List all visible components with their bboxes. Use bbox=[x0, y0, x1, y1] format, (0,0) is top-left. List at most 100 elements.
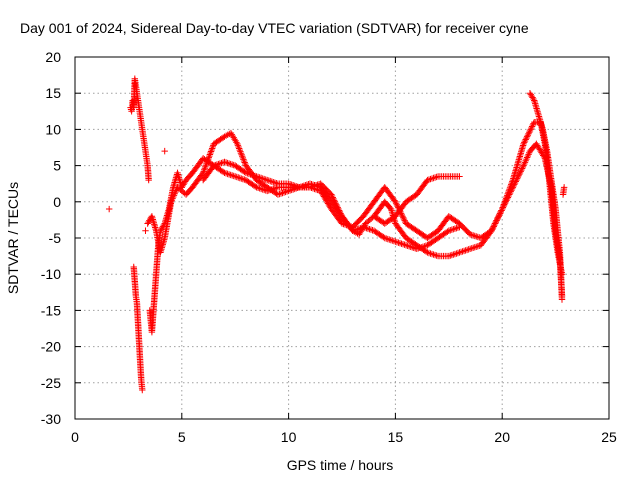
data-point bbox=[522, 136, 529, 143]
data-point bbox=[270, 178, 277, 186]
data-point bbox=[209, 143, 216, 151]
data-point bbox=[450, 251, 457, 258]
data-point bbox=[239, 153, 246, 160]
data-point bbox=[240, 156, 247, 163]
data-point bbox=[504, 192, 511, 199]
data-point bbox=[336, 208, 344, 216]
data-point bbox=[425, 249, 433, 257]
data-point bbox=[471, 244, 478, 251]
data-point bbox=[507, 181, 515, 188]
data-point bbox=[496, 210, 504, 217]
data-point bbox=[213, 161, 221, 168]
data-point bbox=[519, 163, 527, 171]
data-point bbox=[257, 174, 265, 182]
data-point bbox=[208, 145, 216, 152]
data-point bbox=[221, 133, 228, 140]
data-point bbox=[488, 227, 495, 234]
data-point bbox=[404, 242, 411, 249]
data-point bbox=[332, 200, 339, 207]
data-point bbox=[524, 131, 532, 139]
data-point bbox=[199, 169, 207, 177]
data-point bbox=[221, 169, 228, 177]
data-point bbox=[169, 195, 176, 202]
y-tick-label: -15 bbox=[41, 302, 61, 318]
data-point bbox=[206, 152, 213, 160]
data-point bbox=[205, 155, 212, 163]
data-point bbox=[283, 188, 291, 195]
data-point bbox=[427, 250, 434, 257]
data-point bbox=[207, 149, 214, 157]
data-point bbox=[396, 239, 404, 247]
data-point bbox=[239, 175, 247, 183]
data-point bbox=[502, 195, 510, 202]
data-point bbox=[215, 160, 222, 168]
data-point bbox=[399, 241, 407, 248]
data-point bbox=[428, 250, 436, 258]
data-point bbox=[500, 202, 507, 210]
data-point bbox=[427, 175, 434, 183]
data-point bbox=[286, 187, 294, 194]
data-point bbox=[170, 193, 177, 201]
data-point bbox=[407, 243, 414, 250]
data-point bbox=[424, 249, 431, 256]
data-point bbox=[398, 211, 406, 219]
data-point bbox=[400, 215, 408, 223]
data-point bbox=[277, 190, 285, 197]
data-point bbox=[431, 174, 439, 181]
y-tick-label: 0 bbox=[53, 194, 61, 210]
data-point bbox=[453, 250, 460, 257]
data-point bbox=[453, 224, 460, 232]
data-point bbox=[291, 182, 298, 189]
data-point bbox=[489, 226, 496, 233]
data-point bbox=[264, 176, 271, 184]
data-point bbox=[262, 176, 269, 183]
data-point bbox=[507, 182, 514, 190]
data-point bbox=[419, 243, 427, 250]
data-point bbox=[306, 184, 314, 191]
data-point bbox=[459, 248, 466, 255]
data-point bbox=[526, 129, 533, 136]
data-point bbox=[349, 227, 356, 234]
data-point bbox=[247, 171, 254, 178]
data-point bbox=[523, 154, 531, 161]
y-tick-labels: -30 -25 -20 -15 -10 -5 0 5 10 15 20 bbox=[41, 49, 61, 427]
data-point bbox=[241, 168, 248, 176]
data-point bbox=[445, 227, 452, 234]
data-point bbox=[421, 243, 428, 250]
data-point bbox=[227, 160, 234, 168]
data-point bbox=[415, 245, 422, 252]
data-point bbox=[527, 126, 534, 133]
data-point bbox=[413, 245, 420, 253]
data-point bbox=[225, 160, 233, 167]
data-point bbox=[560, 184, 568, 191]
data-point bbox=[389, 237, 396, 244]
data-point bbox=[380, 233, 387, 241]
data-point bbox=[234, 140, 241, 148]
data-point bbox=[410, 244, 417, 252]
data-point bbox=[268, 178, 276, 185]
x-tick-label: 20 bbox=[494, 429, 510, 445]
data-point bbox=[463, 246, 471, 254]
data-point bbox=[518, 166, 525, 174]
data-point bbox=[228, 161, 236, 168]
data-point bbox=[393, 201, 401, 208]
data-point bbox=[401, 217, 408, 224]
data-point bbox=[361, 224, 369, 231]
data-point bbox=[448, 251, 456, 259]
data-point bbox=[333, 202, 341, 210]
data-point bbox=[230, 172, 237, 180]
data-point bbox=[171, 190, 178, 197]
data-point bbox=[363, 224, 370, 232]
data-point bbox=[354, 226, 361, 233]
y-tick-label: -30 bbox=[41, 411, 61, 427]
data-point bbox=[282, 188, 289, 196]
data-point bbox=[222, 170, 230, 177]
data-point bbox=[465, 246, 472, 253]
data-point bbox=[204, 157, 211, 164]
data-point bbox=[494, 215, 501, 223]
data-point bbox=[384, 235, 391, 243]
data-point bbox=[386, 236, 393, 243]
data-point bbox=[308, 183, 315, 191]
data-point bbox=[276, 190, 283, 198]
